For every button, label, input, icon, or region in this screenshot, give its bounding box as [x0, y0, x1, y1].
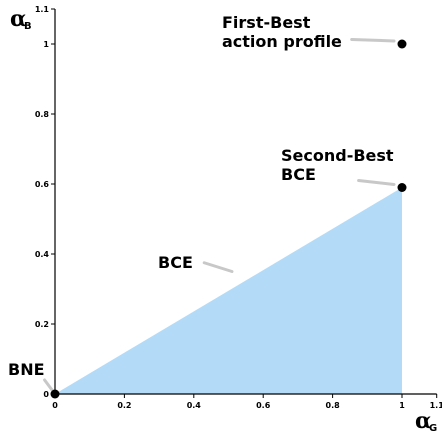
- y-tick-label: 0.6: [35, 180, 50, 189]
- data-point: [397, 39, 407, 49]
- bne-label: BNE: [8, 360, 45, 379]
- y-axis-label-subscript: B: [24, 21, 32, 32]
- y-axis-label: α: [10, 6, 27, 32]
- x-tick-label: 0.8: [326, 401, 341, 410]
- y-tick-label: 1.1: [35, 5, 50, 14]
- x-tick-label: 0: [52, 401, 58, 410]
- y-tick-label: 0.4: [35, 250, 50, 259]
- bce-region: [55, 187, 402, 394]
- bce-label: BCE: [158, 253, 193, 272]
- first-best-label: action profile: [222, 32, 342, 51]
- x-axis-label-subscript: G: [429, 423, 437, 433]
- region-layer: [55, 187, 402, 394]
- data-point: [50, 389, 60, 399]
- y-tick-label: 0: [43, 390, 49, 399]
- annotation-pointer: [357, 179, 396, 186]
- y-tick-label: 0.2: [35, 320, 49, 329]
- x-tick-label: 0.4: [187, 401, 202, 410]
- x-axis-label: α: [415, 408, 432, 433]
- annotation-pointer: [202, 261, 234, 273]
- y-tick-label: 0.8: [35, 110, 50, 119]
- x-tick-label: 0.2: [117, 401, 131, 410]
- y-tick-label: 1: [43, 40, 49, 49]
- x-tick-label: 0.6: [256, 401, 271, 410]
- x-tick-label: 1.1: [430, 401, 442, 410]
- first-best-label: First-Best: [222, 13, 311, 32]
- x-tick-label: 1: [399, 401, 405, 410]
- data-point: [397, 183, 407, 192]
- second-best-label: BCE: [281, 165, 316, 184]
- point-layer: [50, 39, 407, 399]
- second-best-label: Second-Best: [281, 146, 394, 165]
- annotation-pointer: [350, 37, 396, 43]
